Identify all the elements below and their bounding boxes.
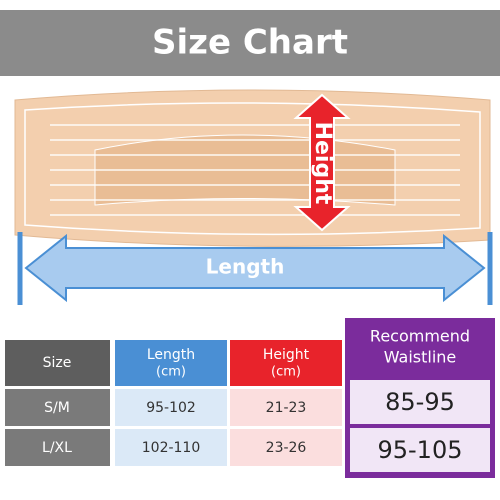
size-cell: S/M <box>44 400 70 416</box>
header-cell: Height <box>263 347 310 363</box>
waistline-cell: 85-95 <box>385 388 455 416</box>
header-cell: Waistline <box>384 348 457 367</box>
height-label: Height <box>310 122 335 205</box>
size-cell: L/XL <box>42 440 72 456</box>
table: Size Length (cm) Height (cm) Recommend W… <box>5 318 495 478</box>
header-cell: Length <box>147 347 195 363</box>
header-cell: (cm) <box>271 365 301 380</box>
header-cell: Size <box>43 355 72 371</box>
title-bar <box>0 10 500 76</box>
height-cell: 23-26 <box>266 440 307 456</box>
length-cell: 95-102 <box>146 400 196 416</box>
title: Size Chart <box>152 23 348 63</box>
height-arrow: Height <box>293 93 351 232</box>
length-label: Length <box>206 255 285 279</box>
header-cell: (cm) <box>156 365 186 380</box>
height-cell: 21-23 <box>266 400 307 416</box>
length-arrow: Length <box>17 232 493 305</box>
header-cell: Recommend <box>370 327 470 346</box>
waistline-cell: 95-105 <box>377 436 462 464</box>
length-cell: 102-110 <box>142 440 201 456</box>
belt <box>14 89 491 247</box>
